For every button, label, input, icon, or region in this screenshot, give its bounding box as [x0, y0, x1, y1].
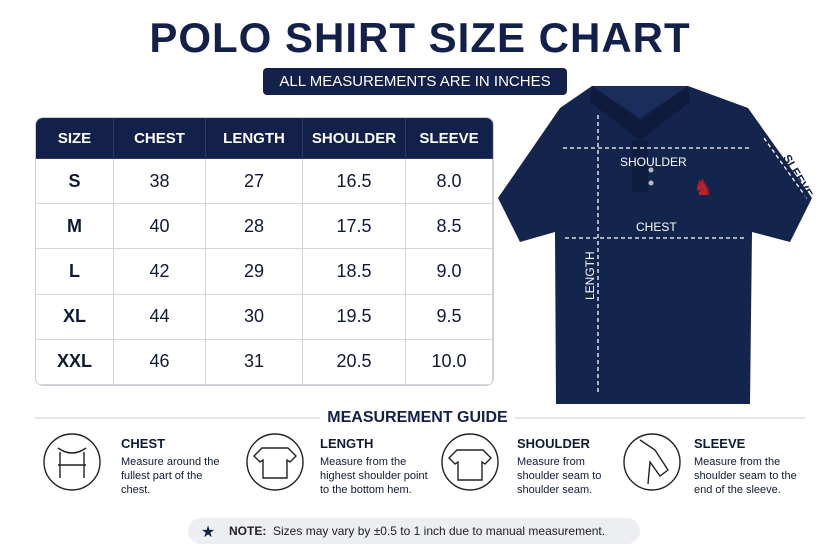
table-cell: 28 — [206, 204, 303, 250]
star: ★ — [201, 524, 215, 541]
guide-item-title: LENGTH — [320, 436, 374, 451]
shirt-label: SHOULDER — [620, 155, 687, 169]
table-cell: 31 — [206, 339, 303, 385]
header-cell: SHOULDER — [303, 118, 406, 159]
table-cell: 20.5 — [303, 339, 406, 385]
table-cell: 30 — [206, 294, 303, 340]
table-cell: 44 — [114, 294, 206, 340]
guide-item-text: Measure from the highest shoulder point … — [320, 456, 428, 496]
note-pill — [188, 518, 640, 544]
guide-item-title: SHOULDER — [517, 436, 590, 451]
table-cell: 17.5 — [303, 204, 406, 250]
table-cell: 42 — [114, 249, 206, 295]
size-table: SIZE CHEST LENGTH SHOULDER SLEEVE S 38 27 16.5 8.… — [35, 117, 494, 386]
note-text: Sizes may vary by ±0.5 to 1 inch due to … — [273, 524, 606, 538]
guide-item-text: Measure around the fullest part of the c… — [121, 456, 220, 496]
guide-item-title: SLEEVE — [694, 436, 746, 451]
table-cell: 46 — [114, 339, 206, 385]
table-cell: 9.0 — [406, 249, 493, 295]
table-cell: 38 — [114, 159, 206, 205]
table-cell: 29 — [206, 249, 303, 295]
note-label: NOTE: — [229, 524, 267, 538]
table-cell: 9.5 — [406, 294, 493, 340]
header-cell: SLEEVE — [406, 118, 493, 159]
guide-item-title: CHEST — [121, 436, 166, 451]
table-cell: 10.0 — [406, 339, 493, 385]
table-cell: 8.0 — [406, 159, 493, 205]
subtitle: ALL MEASUREMENTS ARE IN INCHES — [263, 68, 567, 95]
svg-text:♞: ♞ — [693, 175, 713, 200]
header-cell: SIZE — [36, 118, 114, 159]
table-cell: XL — [36, 294, 114, 340]
table-cell: M — [36, 204, 114, 250]
shirt-label: CHEST — [636, 220, 677, 234]
table-cell: 40 — [114, 204, 206, 250]
table-cell: 8.5 — [406, 204, 493, 250]
table-cell: 18.5 — [303, 249, 406, 295]
table-cell: 19.5 — [303, 294, 406, 340]
guide-item-text: Measure from the shoulder seam to the en… — [694, 456, 797, 496]
note: NOTE: Sizes may vary by ±0.5 to 1 inch d… — [229, 524, 605, 538]
table-cell: S — [36, 159, 114, 205]
table-cell: 27 — [206, 159, 303, 205]
guide-item-text: Measure from shoulder seam to shoulder s… — [517, 456, 602, 496]
header-cell: LENGTH — [206, 118, 303, 159]
guide-title: MEASUREMENT GUIDE — [327, 409, 508, 426]
title: POLO SHIRT SIZE CHART — [149, 14, 691, 61]
header-cell: CHEST — [114, 118, 206, 159]
guide-icons — [43, 433, 681, 491]
table-cell: 16.5 — [303, 159, 406, 205]
table-cell: L — [36, 249, 114, 295]
shirt: ♞ — [498, 86, 812, 404]
shirt-label: LENGTH — [583, 251, 597, 300]
table-cell: XXL — [36, 339, 114, 385]
